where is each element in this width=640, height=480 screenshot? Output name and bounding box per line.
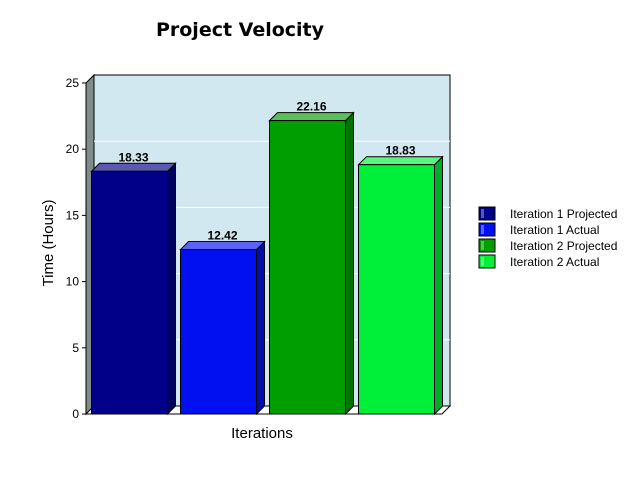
bar-value-label: 22.16	[296, 100, 326, 114]
bar-value-label: 18.33	[118, 150, 148, 164]
legend-swatch-highlight	[481, 257, 484, 266]
y-tick-label: 10	[66, 275, 80, 289]
legend-label: Iteration 2 Projected	[510, 239, 617, 253]
legend-label: Iteration 2 Actual	[510, 255, 599, 269]
legend-item: Iteration 1 Projected	[478, 206, 617, 221]
legend-label: Iteration 1 Projected	[510, 207, 617, 221]
bar-top	[357, 156, 444, 166]
y-tick-label: 25	[66, 76, 80, 90]
y-tick-label: 0	[72, 407, 79, 421]
bar-group: 18.83	[357, 144, 444, 416]
bar	[269, 120, 346, 415]
bar-group: 12.42	[179, 229, 266, 416]
bar	[91, 170, 168, 415]
legend-swatch-highlight	[481, 209, 484, 218]
legend-item: Iteration 2 Projected	[478, 238, 617, 253]
bar-side	[345, 111, 354, 416]
bar-side	[256, 240, 265, 416]
bar	[358, 164, 435, 415]
legend: Iteration 1 Projected Iteration 1 Actual I…	[478, 206, 617, 269]
bar-top	[90, 162, 177, 172]
bar-value-label: 18.83	[385, 144, 415, 158]
bar-group: 22.16	[268, 100, 355, 416]
legend-item: Iteration 2 Actual	[478, 254, 599, 269]
bar-top	[268, 112, 355, 122]
legend-swatch-highlight	[481, 225, 484, 234]
bars: 18.33 12.42 22.16 18.83	[90, 100, 444, 416]
y-tick-label: 5	[72, 341, 79, 355]
bar-top	[179, 241, 266, 251]
y-axis-label: Time (Hours)	[40, 200, 57, 287]
y-tick-label: 15	[66, 208, 80, 222]
x-axis-label: Iterations	[231, 425, 293, 442]
y-tick-label: 20	[66, 142, 80, 156]
legend-swatch-highlight	[481, 241, 484, 250]
legend-item: Iteration 1 Actual	[478, 222, 599, 237]
bar-side	[167, 162, 176, 416]
bar	[180, 249, 257, 415]
legend-label: Iteration 1 Actual	[510, 223, 599, 237]
chart-title: Project Velocity	[156, 19, 325, 41]
bar-value-label: 12.42	[207, 229, 237, 243]
bar-group: 18.33	[90, 150, 177, 416]
bar-side	[434, 155, 443, 416]
